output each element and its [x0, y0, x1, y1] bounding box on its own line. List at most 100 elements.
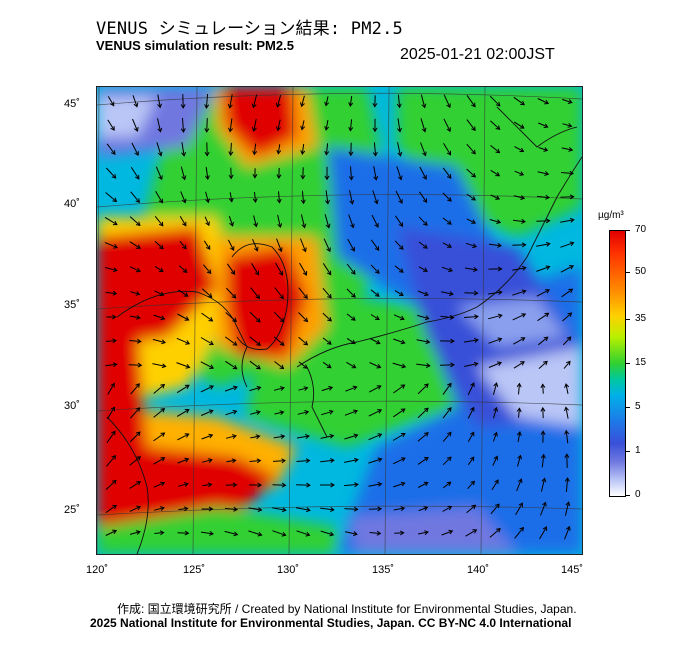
wind-vector-head: [112, 529, 118, 535]
wind-vector-head: [281, 482, 287, 488]
wind-vector-head: [305, 507, 311, 513]
wind-vector: [205, 191, 209, 203]
wind-vector-head: [161, 363, 167, 369]
wind-vector: [320, 435, 334, 439]
wind-vector: [202, 483, 212, 487]
wind-vector: [225, 435, 237, 439]
wind-vector: [177, 433, 189, 441]
wind-vector-head: [544, 171, 550, 176]
wind-vector-head: [398, 199, 403, 204]
wind-vector: [442, 407, 452, 419]
wind-vector: [565, 384, 569, 394]
wind-vector: [228, 216, 234, 226]
wind-vector-head: [569, 241, 575, 247]
wind-vector: [488, 314, 502, 320]
wind-vector: [179, 240, 187, 250]
wind-vector-head: [495, 503, 500, 509]
wind-vector-head: [521, 218, 526, 224]
lat-label-30: 30˚: [64, 400, 80, 412]
wind-vector-head: [423, 383, 429, 389]
wind-vector: [178, 289, 188, 297]
wind-vector-head: [376, 363, 382, 369]
wind-vector-head: [111, 454, 117, 460]
wind-vector: [105, 340, 117, 342]
wind-vector-head: [135, 291, 141, 296]
wind-vector: [393, 314, 405, 320]
colorbar-tick: [625, 363, 630, 364]
wind-vector: [488, 338, 502, 344]
wind-vector-head: [568, 288, 574, 294]
wind-vector: [298, 287, 308, 299]
wind-vector-head: [110, 382, 115, 388]
colorbar-tick: [625, 319, 630, 320]
wind-vector: [441, 266, 453, 272]
wind-vector: [443, 142, 451, 156]
wind-vector: [393, 507, 405, 511]
wind-vector-head: [112, 362, 118, 368]
wind-vector: [322, 361, 332, 369]
wind-vector-head: [543, 336, 549, 342]
wind-vector-head: [519, 171, 525, 176]
wind-vector-head: [353, 409, 359, 415]
wind-vector-head: [397, 175, 403, 181]
wind-vector-head: [281, 458, 286, 464]
wind-vector-head: [181, 175, 187, 181]
wind-vector-head: [157, 151, 163, 157]
wind-vector: [442, 192, 452, 202]
wind-vector: [274, 287, 284, 299]
wind-vector: [200, 531, 214, 535]
wind-vector: [490, 503, 500, 515]
wind-vector-head: [447, 505, 453, 511]
wind-vector-head: [256, 458, 262, 464]
wind-vector-head: [353, 506, 359, 512]
wind-vector-head: [448, 267, 454, 273]
wind-vector: [325, 96, 329, 106]
wind-vector: [176, 362, 190, 368]
wind-vector-head: [229, 221, 234, 227]
wind-vector-head: [446, 103, 451, 109]
wind-vector-head: [567, 99, 573, 104]
wind-vector-head: [516, 407, 522, 413]
wind-vector: [254, 191, 256, 203]
wind-vector-head: [253, 222, 259, 228]
wind-vector: [491, 479, 499, 491]
wind-vector-head: [568, 147, 574, 152]
wind-vector: [397, 142, 401, 156]
wind-vector: [346, 263, 356, 275]
wind-vector-head: [517, 478, 523, 484]
wind-vector-head: [182, 268, 188, 274]
wind-vector-head: [564, 453, 570, 458]
wind-vector-head: [447, 243, 452, 248]
wind-vector: [395, 190, 403, 204]
wind-vector-head: [469, 431, 475, 437]
wind-vector: [443, 94, 451, 108]
wind-vector-head: [160, 315, 166, 321]
wind-vector: [442, 383, 452, 395]
wind-vector-head: [424, 291, 429, 297]
wind-vector: [396, 166, 402, 180]
wind-vector: [466, 218, 476, 224]
wind-vector: [346, 313, 356, 321]
wind-vector-head: [495, 125, 501, 130]
wind-vector: [154, 532, 164, 534]
wind-vector-head: [497, 266, 503, 272]
wind-vector-head: [279, 386, 285, 391]
wind-vector-head: [303, 364, 308, 369]
wind-vector-head: [325, 199, 330, 205]
wind-vector: [537, 171, 549, 175]
wind-vector-head: [277, 247, 283, 253]
wind-vector: [155, 166, 163, 180]
wind-vector-head: [325, 223, 331, 229]
wind-vector-head: [111, 479, 117, 485]
wind-vector: [492, 456, 498, 466]
wind-vector: [201, 459, 213, 463]
wind-vector: [205, 93, 209, 109]
wind-vector: [537, 98, 549, 104]
wind-vector: [516, 478, 522, 492]
wind-vector: [417, 383, 429, 395]
wind-vector-head: [231, 458, 237, 464]
wind-vector-head: [448, 529, 454, 535]
wind-vector-head: [545, 265, 551, 271]
wind-vector: [514, 527, 524, 539]
colorbar-tick: [625, 407, 630, 408]
